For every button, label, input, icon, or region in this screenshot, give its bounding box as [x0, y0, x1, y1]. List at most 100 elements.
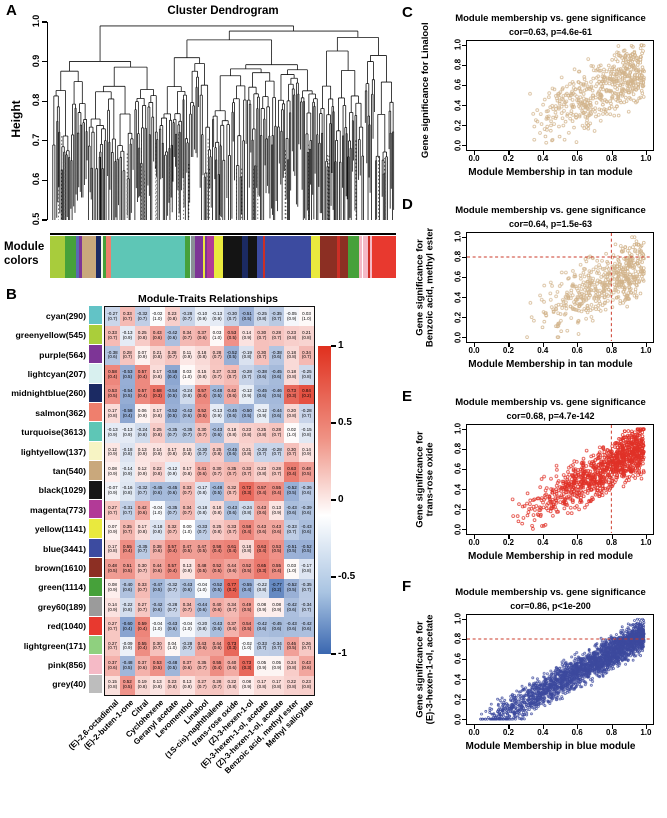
scatter-c-y-label-line1: Gene significance for Linalool [419, 22, 431, 159]
dendrogram-y-tick-label: 0.6 [31, 173, 41, 186]
scatter-y-tick-label: 1.0 [453, 613, 463, 625]
heatmap-cell: -0.42 (0.6) [179, 403, 195, 424]
scatter-y-tick [462, 678, 466, 681]
heatmap-cell: 0.47 (0.5) [179, 539, 195, 560]
heatmap-row-label: lightcyan(207) [27, 368, 86, 379]
heatmap-cell: 0.40 (0.6) [224, 656, 240, 676]
heatmap-cell: -0.42 (0.6) [254, 617, 270, 637]
heatmap-cell: 0.33 (0.7) [224, 520, 240, 540]
heatmap-cell: -0.52 (0.5) [299, 539, 314, 560]
heatmap-cell: -0.52 (0.5) [164, 403, 180, 424]
module-bar-axis-line [50, 233, 396, 235]
scatter-c-subtitle: cor=0.63, p=4.6e-61 [508, 27, 593, 37]
scatter-y-tick [462, 638, 466, 641]
heatmap-cell: 0.55 (0.4) [269, 559, 285, 579]
heatmap-cell: 0.18 (0.8) [209, 500, 225, 521]
heatmap-cell: 0.55 (0.4) [134, 636, 150, 657]
scatter-x-tick-label: 0.4 [537, 728, 549, 737]
heatmap-cell: 0.18 (0.8) [284, 345, 300, 366]
heatmap-cell: 0.28 (0.7) [269, 326, 285, 346]
module-bar-segment [340, 236, 348, 278]
heatmap-cell: -0.43 (0.6) [164, 617, 180, 637]
heatmap-cell: -0.28 (0.7) [299, 403, 314, 424]
dendrogram-canvas [50, 22, 396, 220]
scatter-y-tick-label: 0.8 [453, 59, 463, 71]
module-colors-label-line2: colors [4, 254, 39, 267]
heatmap-cell: 0.17 (0.8) [105, 403, 120, 424]
heatmap-cell: 0.17 (0.8) [105, 539, 120, 560]
heatmap-cell: -0.28 (0.7) [164, 597, 180, 618]
colorbar-tick-label: 0.5 [338, 417, 352, 428]
module-bar-segment [214, 236, 223, 278]
heatmap-module-swatch [89, 364, 102, 384]
heatmap-cell: 0.55 (0.4) [209, 656, 225, 676]
module-bar-segment [265, 236, 312, 278]
scatter-x-tick [542, 343, 545, 347]
scatter-x-tick-label: 0.0 [468, 346, 480, 355]
heatmap-cell: -0.13 (0.9) [119, 326, 135, 346]
scatter-f-plot-area [466, 614, 654, 725]
scatter-y-tick [462, 618, 466, 621]
heatmap-cell: -0.34 (0.7) [299, 597, 314, 618]
heatmap-cell: 0.42 (0.6) [134, 500, 150, 521]
heatmap-cell: -0.10 (0.9) [194, 307, 210, 327]
scatter-x-tick [611, 151, 613, 155]
heatmap-cell: 0.48 (0.5) [194, 559, 210, 579]
scatter-y-tick [462, 448, 466, 451]
heatmap-cell: 0.57 (0.4) [134, 384, 150, 404]
heatmap-cell: 0.30 (0.7) [194, 423, 210, 443]
heatmap-cell: -0.17 (0.8) [299, 559, 314, 579]
heatmap-cell: -0.18 (0.8) [194, 500, 210, 521]
scatter-x-tick [508, 343, 510, 347]
scatter-x-tick-label: 0.0 [468, 538, 480, 547]
scatter-x-tick-label: 0.8 [605, 538, 618, 547]
scatter-e-canvas [467, 425, 652, 533]
heatmap-cell: -0.42 (0.6) [284, 597, 300, 618]
heatmap-cell: 0.35 (0.7) [119, 520, 135, 540]
module-bar-segment [358, 236, 363, 278]
scatter-f-subtitle: cor=0.86, p<1e-200 [510, 601, 591, 611]
heatmap-cell: -0.28 (0.7) [179, 636, 195, 657]
scatter-x-tick-label: 0.6 [571, 728, 583, 737]
heatmap-cell: 0.25 (0.8) [209, 520, 225, 540]
panel-b-letter: B [6, 286, 17, 303]
heatmap-cell: 0.34 (0.7) [224, 597, 240, 618]
heatmap-cell: -0.28 (0.7) [239, 365, 255, 385]
heatmap-row-label: tan(540) [52, 465, 86, 476]
heatmap-cell: -0.19 (0.8) [239, 345, 255, 366]
scatter-y-tick [462, 145, 466, 147]
panel-d-letter: D [402, 196, 413, 213]
heatmap-cell: -0.04 (1.0) [149, 500, 165, 521]
heatmap-cell: 0.25 (0.8) [149, 423, 165, 443]
heatmap-cell: -0.51 (0.5) [284, 539, 300, 560]
scatter-y-tick [462, 508, 466, 511]
scatter-y-tick [462, 428, 466, 431]
heatmap-grid: -0.27 (0.7) 0.33 (0.7) -0.32 (0.7) -0.02 (1.0) 0… [104, 306, 315, 696]
heatmap-row-label: lightyellow(137) [20, 446, 86, 457]
heatmap-cell: 0.14 (0.9) [149, 442, 165, 463]
scatter-panel-d: D Module membership vs. gene significanc… [400, 194, 667, 384]
heatmap-row-label: lightgreen(171) [23, 640, 86, 651]
heatmap-cell: 0.08 (0.9) [105, 578, 120, 598]
heatmap-cell: 0.57 (0.4) [134, 365, 150, 385]
dendrogram-y-tick [42, 140, 47, 142]
heatmap-colorbar [318, 346, 331, 654]
heatmap-cell: 0.15 (0.8) [194, 365, 210, 385]
heatmap-row-label: grey(40) [52, 679, 86, 690]
scatter-x-tick-label: 0.2 [502, 346, 514, 355]
scatter-d-y-label: Gene significance for Benzoic acid, meth… [415, 199, 437, 375]
scatter-x-tick-label: 0.4 [537, 346, 549, 355]
heatmap-cell: 0.51 (0.5) [119, 559, 135, 579]
heatmap-cell: 0.34 (0.7) [179, 597, 195, 618]
scatter-f-x-label: Module Membership in blue module [465, 741, 636, 752]
heatmap-cell: 0.52 (0.5) [239, 559, 255, 579]
heatmap-module-swatch [89, 655, 102, 675]
colorbar-tick-label: -1 [338, 648, 347, 659]
heatmap-cell: -0.52 (0.5) [284, 578, 300, 598]
heatmap-cell: 0.32 (0.7) [224, 481, 240, 501]
heatmap-cell: 0.14 (0.9) [239, 326, 255, 346]
scatter-y-tick-label: 0.6 [453, 653, 463, 665]
heatmap-cell: 0.18 (0.8) [224, 423, 240, 443]
scatter-y-tick [462, 468, 466, 471]
heatmap-cell: 0.04 (1.0) [164, 636, 180, 657]
